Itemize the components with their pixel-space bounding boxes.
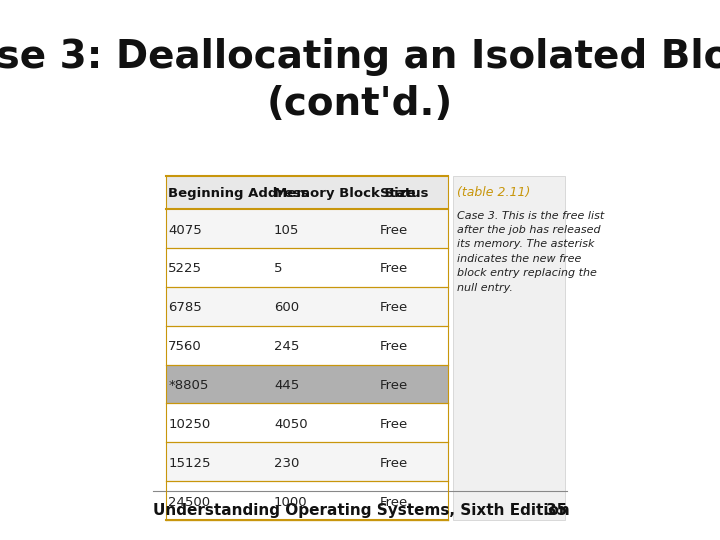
Text: Understanding Operating Systems, Sixth Edition: Understanding Operating Systems, Sixth E… <box>153 503 570 518</box>
Text: 4075: 4075 <box>168 224 202 237</box>
FancyBboxPatch shape <box>166 209 448 248</box>
Text: Status: Status <box>380 187 428 200</box>
Text: Case 3. This is the free list
after the job has released
its memory. The asteris: Case 3. This is the free list after the … <box>457 211 604 293</box>
Text: 6785: 6785 <box>168 301 202 314</box>
Text: 245: 245 <box>274 340 300 353</box>
Text: 105: 105 <box>274 224 300 237</box>
FancyBboxPatch shape <box>166 442 448 481</box>
Text: Free: Free <box>380 301 408 314</box>
Text: Free: Free <box>380 496 408 509</box>
FancyBboxPatch shape <box>166 176 448 209</box>
Text: 35: 35 <box>546 503 567 518</box>
Text: 10250: 10250 <box>168 418 210 431</box>
Text: 600: 600 <box>274 301 299 314</box>
Text: 4050: 4050 <box>274 418 307 431</box>
FancyBboxPatch shape <box>166 364 448 403</box>
Text: (table 2.11): (table 2.11) <box>457 186 531 199</box>
Text: Free: Free <box>380 224 408 237</box>
Text: 5225: 5225 <box>168 262 202 275</box>
FancyBboxPatch shape <box>166 287 448 326</box>
FancyBboxPatch shape <box>453 176 565 520</box>
FancyBboxPatch shape <box>166 481 448 520</box>
Text: Free: Free <box>380 457 408 470</box>
Text: Free: Free <box>380 262 408 275</box>
FancyBboxPatch shape <box>166 248 448 287</box>
Text: 445: 445 <box>274 379 300 392</box>
Text: Beginning Address: Beginning Address <box>168 187 309 200</box>
Text: 5: 5 <box>274 262 282 275</box>
Text: 15125: 15125 <box>168 457 211 470</box>
Text: 230: 230 <box>274 457 300 470</box>
FancyBboxPatch shape <box>166 403 448 442</box>
Text: Free: Free <box>380 340 408 353</box>
Text: 24500: 24500 <box>168 496 210 509</box>
FancyBboxPatch shape <box>166 326 448 365</box>
Text: Case 3: Deallocating an Isolated Block
(cont'd.): Case 3: Deallocating an Isolated Block (… <box>0 38 720 123</box>
Text: 7560: 7560 <box>168 340 202 353</box>
Text: Memory Block Size: Memory Block Size <box>274 187 415 200</box>
Text: Free: Free <box>380 379 408 392</box>
Text: Free: Free <box>380 418 408 431</box>
Text: *8805: *8805 <box>168 379 209 392</box>
Text: 1000: 1000 <box>274 496 307 509</box>
